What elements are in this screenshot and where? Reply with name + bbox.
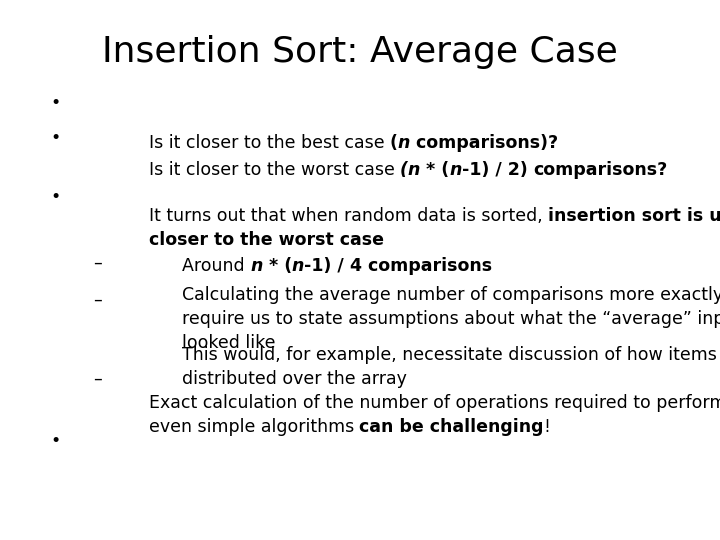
Text: n: n [449, 161, 462, 179]
Text: !: ! [544, 418, 551, 436]
Text: Insertion Sort: Average Case: Insertion Sort: Average Case [102, 35, 618, 69]
Text: •: • [50, 129, 60, 147]
Text: -1) / 2): -1) / 2) [462, 161, 534, 179]
Text: (: ( [390, 134, 397, 152]
Text: •: • [50, 94, 60, 112]
Text: distributed over the array: distributed over the array [182, 370, 407, 388]
Text: comparisons?: comparisons? [534, 161, 668, 179]
Text: –: – [94, 291, 102, 309]
Text: Exact calculation of the number of operations required to perform: Exact calculation of the number of opera… [148, 394, 720, 412]
Text: closer to the worst case: closer to the worst case [148, 231, 384, 249]
Text: n: n [408, 161, 420, 179]
Text: * (: * ( [420, 161, 449, 179]
Text: require us to state assumptions about what the “average” input data set: require us to state assumptions about wh… [182, 309, 720, 328]
Text: insertion sort is usually: insertion sort is usually [548, 207, 720, 225]
Text: n: n [250, 256, 263, 275]
Text: n: n [292, 256, 304, 275]
Text: n: n [397, 134, 410, 152]
Text: –: – [94, 369, 102, 387]
Text: can be challenging: can be challenging [359, 418, 544, 436]
Text: * (: * ( [263, 256, 292, 275]
Text: even simple algorithms: even simple algorithms [148, 418, 359, 436]
Text: (: ( [400, 161, 408, 179]
Text: Around: Around [182, 256, 250, 275]
Text: Is it closer to the worst case: Is it closer to the worst case [148, 161, 400, 179]
Text: looked like: looked like [182, 334, 276, 352]
Text: comparisons)?: comparisons)? [410, 134, 558, 152]
Text: -1) /: -1) / [304, 256, 350, 275]
Text: Calculating the average number of comparisons more exactly would: Calculating the average number of compar… [182, 286, 720, 303]
Text: Is it closer to the best case: Is it closer to the best case [148, 134, 390, 152]
Text: This would, for example, necessitate discussion of how items were: This would, for example, necessitate dis… [182, 346, 720, 364]
Text: 4 comparisons: 4 comparisons [350, 256, 492, 275]
Text: •: • [50, 188, 60, 206]
Text: •: • [50, 431, 60, 449]
Text: It turns out that when random data is sorted,: It turns out that when random data is so… [148, 207, 548, 225]
Text: –: – [94, 253, 102, 271]
